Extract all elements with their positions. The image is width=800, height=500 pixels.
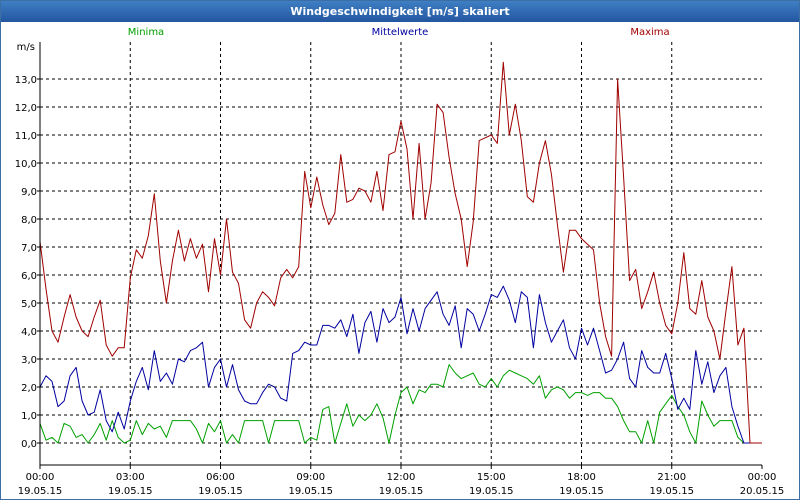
x-tick-date: 19.05.15 [108, 486, 153, 497]
x-tick-date: 19.05.15 [559, 486, 604, 497]
series-line-maxima [39, 61, 762, 444]
x-tick-date: 19.05.15 [288, 486, 333, 497]
x-tick-time: 06:00 [206, 472, 235, 483]
x-tick-time: 00:00 [26, 472, 55, 483]
y-tick-label: 6,0 [21, 271, 37, 282]
x-tick-time: 21:00 [657, 472, 686, 483]
chart-title: Windgeschwindigkeit [m/s] skaliert [1, 1, 799, 22]
x-tick-date: 20.05.15 [740, 486, 785, 497]
series-line-minima [39, 364, 762, 444]
x-tick-time: 00:00 [748, 472, 777, 483]
legend-mittelwerte: Mittelwerte [372, 27, 429, 38]
y-tick-label: 3,0 [21, 355, 37, 366]
x-tick-date: 19.05.15 [649, 486, 694, 497]
y-tick-label: 1,0 [21, 411, 37, 422]
y-tick-label: 9,0 [21, 187, 37, 198]
x-tick-time: 18:00 [567, 472, 596, 483]
x-tick-date: 19.05.15 [379, 486, 424, 497]
y-tick-label: 5,0 [21, 299, 37, 310]
y-tick-label: 11,0 [15, 131, 37, 142]
series-line-mittelwerte [39, 285, 762, 444]
y-tick-label: 10,0 [15, 159, 37, 170]
x-tick-time: 15:00 [477, 472, 506, 483]
y-tick-label: 0,0 [21, 439, 37, 450]
y-tick-label: 12,0 [15, 103, 37, 114]
x-ticks: 00:00 19.05.15 03:00 19.05.15 06:00 19.05.15 0… [18, 465, 785, 497]
y-tick-label: 2,0 [21, 383, 37, 394]
x-tick-time: 03:00 [116, 472, 145, 483]
y-tick-label: 4,0 [21, 327, 37, 338]
y-axis-label: m/s [17, 42, 35, 53]
legend: Minima Mittelwerte Maxima [128, 27, 670, 38]
y-tick-label: 7,0 [21, 243, 37, 254]
x-tick-date: 19.05.15 [198, 486, 243, 497]
legend-maxima: Maxima [630, 27, 669, 38]
y-tick-label: 8,0 [21, 215, 37, 226]
x-tick-date: 19.05.15 [18, 486, 63, 497]
series-lines [39, 61, 762, 444]
legend-minima: Minima [128, 27, 164, 38]
y-tick-label: 13,0 [15, 75, 37, 86]
grid [40, 42, 762, 465]
y-ticks: 0,0 1,0 2,0 3,0 4,0 5,0 6,0 7,0 8,0 9,0 10,0 11,0 12… [15, 75, 40, 450]
x-tick-time: 09:00 [296, 472, 325, 483]
x-tick-date: 19.05.15 [469, 486, 514, 497]
x-tick-time: 12:00 [387, 472, 416, 483]
